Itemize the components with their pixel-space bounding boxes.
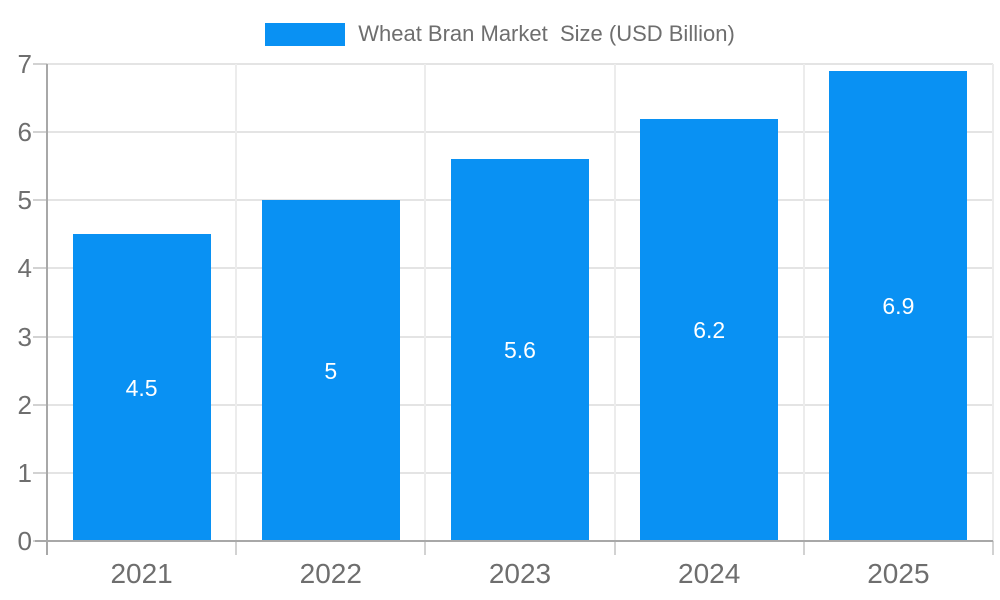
- y-tick: [33, 403, 47, 406]
- y-axis-label: 2: [17, 389, 32, 420]
- legend-swatch: [265, 22, 346, 46]
- v-gridline: [613, 64, 616, 541]
- x-tick: [235, 541, 238, 555]
- x-tick: [424, 541, 427, 555]
- bar-value-label: 6.9: [882, 292, 915, 319]
- y-axis-label: 4: [17, 253, 32, 284]
- y-tick: [33, 199, 47, 202]
- h-gridline: [47, 63, 993, 65]
- y-axis-label: 0: [17, 526, 32, 556]
- y-tick: [33, 131, 47, 134]
- x-axis-label: 2022: [299, 558, 362, 589]
- y-axis-label: 6: [17, 117, 32, 148]
- h-gridline: [47, 131, 993, 134]
- x-tick: [613, 541, 616, 555]
- v-gridline: [235, 64, 238, 541]
- y-axis-line: [46, 64, 48, 555]
- y-tick: [33, 63, 47, 65]
- bar-value-label: 4.5: [125, 374, 158, 401]
- bar-2023[interactable]: [451, 159, 589, 541]
- x-axis-label: 2021: [110, 558, 173, 589]
- y-axis-label: 1: [17, 457, 32, 488]
- bar-value-label: 5: [324, 357, 338, 384]
- x-tick: [992, 541, 994, 555]
- y-tick: [33, 335, 47, 338]
- y-axis-label: 7: [17, 49, 32, 79]
- v-gridline: [992, 64, 994, 541]
- chart-legend[interactable]: Wheat Bran Market Size (USD Billion): [0, 22, 1000, 46]
- x-tick: [802, 541, 805, 555]
- x-axis-label: 2025: [867, 558, 930, 589]
- v-gridline: [424, 64, 427, 541]
- y-axis-label: 3: [17, 321, 32, 352]
- bar-2021[interactable]: [72, 234, 211, 541]
- y-tick: [33, 267, 47, 270]
- y-axis-label: 5: [17, 185, 32, 216]
- x-axis-label: 2024: [678, 558, 741, 589]
- bar-value-label: 5.6: [504, 337, 536, 364]
- x-axis-label: 2023: [488, 558, 552, 589]
- bar-value-label: 6.2: [693, 316, 726, 343]
- bar-2022[interactable]: [261, 200, 400, 541]
- chart-title: Wheat Bran Market Size (USD Billion): [358, 21, 735, 46]
- bar-2024[interactable]: [640, 118, 779, 541]
- x-axis-line: [35, 540, 993, 542]
- v-gridline: [802, 64, 805, 541]
- bar-2025[interactable]: [829, 70, 968, 541]
- y-tick: [33, 471, 47, 474]
